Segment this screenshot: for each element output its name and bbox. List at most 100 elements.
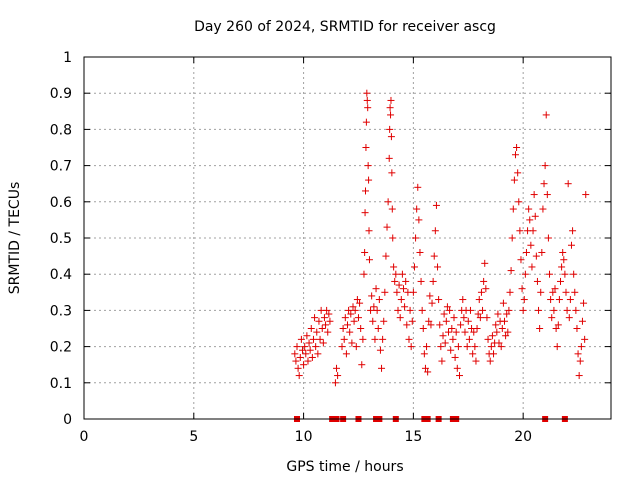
data-point — [511, 151, 519, 159]
data-point — [368, 292, 376, 300]
data-point — [311, 314, 319, 322]
data-point — [434, 263, 442, 271]
data-point — [325, 310, 333, 318]
data-point — [546, 270, 554, 278]
data-point — [424, 368, 432, 376]
data-point — [502, 332, 510, 340]
data-point — [322, 321, 330, 329]
data-point — [552, 325, 560, 332]
data-point — [315, 317, 323, 325]
data-point — [379, 335, 387, 343]
data-point — [441, 339, 449, 347]
data-point — [507, 267, 515, 275]
data-points — [291, 89, 590, 422]
data-point — [405, 335, 413, 343]
data-point — [323, 306, 331, 314]
data-point — [494, 310, 502, 318]
data-point — [455, 372, 463, 380]
data-point — [326, 317, 334, 325]
data-point — [486, 357, 494, 365]
data-point — [563, 306, 571, 314]
data-point — [314, 350, 322, 358]
data-point — [412, 234, 420, 242]
data-point — [309, 335, 317, 343]
data-point — [488, 332, 496, 340]
data-point — [362, 144, 370, 151]
data-point — [307, 325, 315, 332]
data-point — [513, 144, 521, 151]
data-point — [365, 176, 373, 184]
data-point — [459, 296, 467, 304]
data-point — [450, 314, 458, 322]
data-point — [518, 285, 526, 293]
y-tick-label: 0.3 — [50, 303, 72, 319]
data-point — [357, 325, 365, 332]
x-tick-label: 0 — [80, 429, 89, 445]
data-point — [537, 288, 545, 296]
data-point — [395, 281, 403, 289]
data-point — [463, 343, 471, 351]
data-point — [319, 339, 327, 347]
data-point — [333, 364, 341, 372]
data-point — [541, 162, 549, 170]
data-point — [324, 328, 332, 336]
data-point — [304, 357, 312, 365]
data-point — [535, 306, 543, 314]
data-point — [483, 314, 491, 322]
data-point — [331, 379, 339, 387]
data-point — [570, 270, 578, 278]
data-point — [575, 372, 583, 380]
data-point — [419, 325, 427, 332]
data-point — [420, 350, 428, 358]
data-point — [540, 180, 548, 188]
x-axis-label: GPS time / hours — [286, 459, 403, 475]
data-point — [414, 183, 422, 191]
data-point — [506, 288, 514, 296]
data-point — [378, 364, 386, 372]
data-point — [339, 325, 347, 332]
grid — [84, 57, 611, 419]
data-point — [350, 317, 358, 325]
data-point — [469, 350, 477, 358]
x-tick-label: 15 — [404, 429, 422, 445]
data-point — [367, 306, 375, 314]
data-point — [549, 288, 557, 296]
data-point — [291, 350, 299, 358]
data-point — [305, 339, 313, 347]
data-point — [566, 296, 574, 304]
y-tick-label: 0.6 — [50, 195, 72, 211]
data-point — [301, 343, 309, 351]
data-point — [533, 277, 541, 285]
data-point — [417, 277, 425, 285]
data-point — [466, 306, 474, 314]
data-point — [356, 299, 364, 307]
data-point — [464, 317, 472, 325]
data-point — [392, 270, 400, 278]
data-point — [473, 325, 481, 332]
data-point — [490, 350, 498, 358]
data-point — [562, 288, 570, 296]
data-point — [386, 104, 394, 112]
data-point — [341, 314, 349, 322]
y-tick-label: 0.8 — [50, 122, 72, 138]
data-point — [561, 270, 569, 278]
data-point — [508, 234, 516, 242]
data-point — [387, 111, 395, 119]
data-point — [438, 357, 446, 365]
data-point — [493, 328, 501, 336]
data-point — [397, 296, 405, 304]
data-point — [505, 306, 513, 314]
data-point — [348, 339, 356, 347]
data-point — [385, 154, 393, 162]
data-point — [398, 270, 406, 278]
data-point — [300, 361, 308, 369]
data-point — [522, 248, 530, 256]
data-point — [388, 205, 396, 213]
data-point — [573, 325, 581, 332]
data-point — [364, 162, 372, 170]
data-point — [342, 350, 350, 358]
data-point — [371, 335, 379, 343]
data-point — [351, 306, 359, 314]
data-point — [565, 314, 573, 322]
